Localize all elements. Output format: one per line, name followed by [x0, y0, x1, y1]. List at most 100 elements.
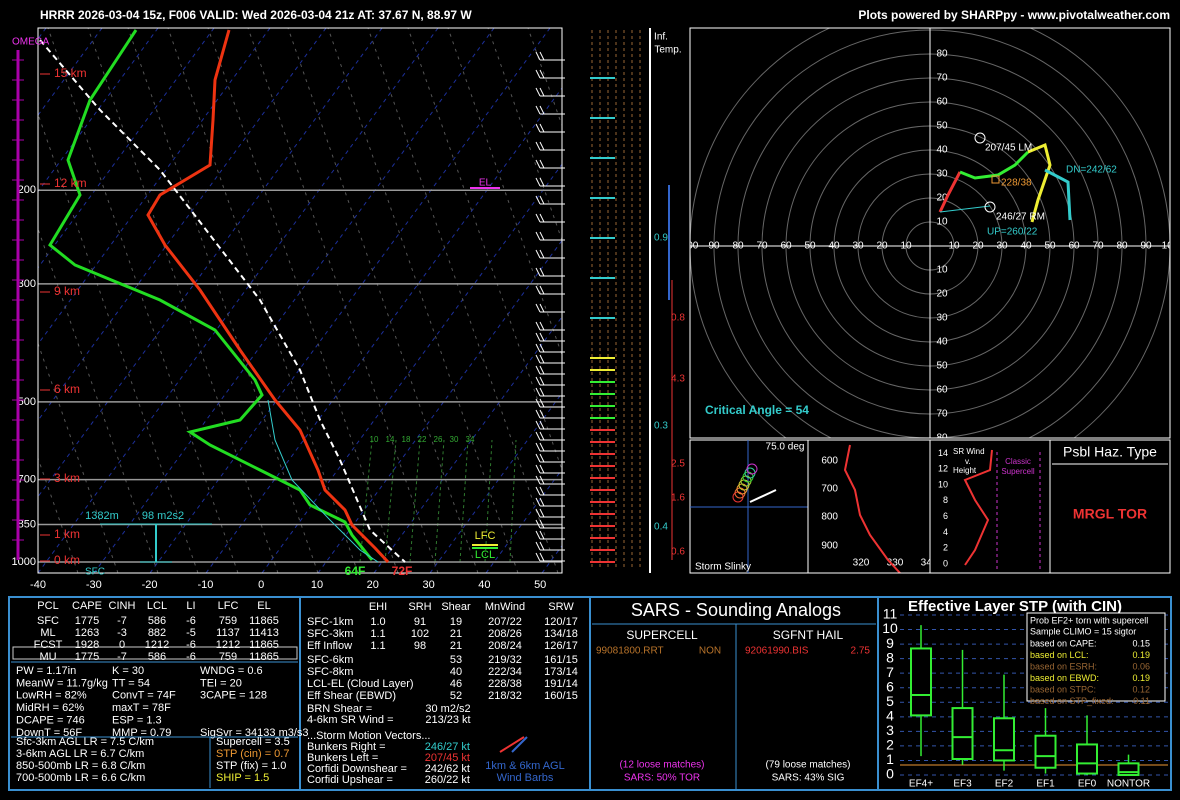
- dewpoint-trace: [48, 29, 374, 561]
- wind-barb-flag: [539, 354, 545, 364]
- wetbulb-trace: [267, 399, 379, 563]
- dry-adiabat: [367, 28, 559, 573]
- mixing-line: [434, 439, 445, 563]
- hodo-tick: 50: [1044, 241, 1056, 252]
- wind-barb-flag: [539, 159, 545, 169]
- wind-barb-flag: [539, 285, 545, 295]
- pressure-label: 850: [18, 518, 36, 530]
- wind-barb-flag: [535, 431, 541, 441]
- parcel-cell: MU: [39, 651, 56, 663]
- sars-result: NON: [699, 646, 721, 657]
- wind-barb-flag: [535, 159, 541, 169]
- temperature-trace: [146, 29, 390, 564]
- srwind-title: Height: [953, 466, 977, 475]
- temp-label: -30: [86, 579, 102, 591]
- wind-barb-flag: [535, 464, 541, 474]
- hodo-tick: 20: [972, 241, 984, 252]
- kinematic-cell: SFC-1km: [307, 616, 353, 628]
- height-label: 12 km: [54, 176, 87, 190]
- stp-category: EF4+: [909, 779, 933, 790]
- wind-barb-flag: [539, 376, 545, 386]
- wind-barb-flag: [535, 213, 541, 223]
- theta-pressure: 600: [821, 456, 838, 467]
- dry-adiabat: [527, 28, 562, 128]
- hodo-trace: [1044, 168, 1072, 221]
- parcel-cell: 11413: [249, 627, 279, 639]
- hodo-label: DN=242/62: [1066, 165, 1117, 176]
- kinematic-cell: 91: [414, 616, 426, 628]
- kinematic-label: 4-6km SR Wind =: [307, 714, 394, 726]
- hodo-label: UP=260/22: [987, 227, 1038, 238]
- wind-barb-flag: [539, 195, 545, 205]
- parcel-cell: 586: [148, 615, 166, 627]
- box: [1117, 762, 1140, 777]
- stp-tick: 5: [886, 693, 894, 709]
- motion-value: 207/45 kt: [425, 752, 470, 764]
- composite-index: STP (cin) = 0.7: [216, 748, 289, 760]
- wind-barb-flag: [539, 87, 545, 97]
- parcel-cell: -6: [186, 639, 196, 651]
- mixing-label: 30: [450, 435, 459, 444]
- wind-barb-flag: [535, 497, 541, 507]
- stp-tick: 0: [886, 766, 894, 782]
- hodo-label: 246/27 RM: [996, 212, 1045, 223]
- kinematic-cell: 102: [411, 628, 429, 640]
- temp-label: -10: [197, 579, 213, 591]
- sars-title: SARS - Sounding Analogs: [631, 600, 841, 620]
- mixing-line: [484, 439, 493, 563]
- kinematic-cell: 21: [450, 640, 462, 652]
- sfc-temperature: 72F: [392, 564, 413, 578]
- motion-value: 246/27 kt: [425, 741, 470, 753]
- dry-adiabat: [407, 28, 562, 472]
- wind-barb-flag: [535, 141, 541, 151]
- mu-highlight: [12, 646, 298, 660]
- hodo-tick: 70: [936, 73, 948, 84]
- lcl-label: LCL: [475, 549, 495, 561]
- wind-barb-flag: [539, 431, 545, 441]
- kinematic-label: BRN Shear =: [307, 703, 372, 715]
- parcel-header: CINH: [109, 600, 136, 612]
- parcel-cell: ML: [40, 627, 55, 639]
- srwind-note: Supercell: [1001, 467, 1035, 476]
- box: [951, 707, 974, 760]
- dry-adiabat: [38, 456, 79, 573]
- stp-prob-label: based on STPC:: [1030, 684, 1096, 694]
- motion-label: Corfidi Upshear =: [307, 774, 393, 786]
- parcel-cell: -6: [186, 615, 196, 627]
- hazard-type: MRGL TOR: [1073, 506, 1147, 522]
- sfc-dewpoint: 64F: [345, 564, 366, 578]
- inferred-value: 4.3: [671, 374, 685, 385]
- kinematic-cell: 134/18: [544, 628, 578, 640]
- kinematic-cell: 19: [450, 616, 462, 628]
- height-label: 6 km: [54, 382, 80, 396]
- inferred-value: 2.5: [671, 459, 685, 470]
- parcel-cell: 1137: [216, 627, 240, 639]
- composite-index: Supercell = 3.5: [216, 736, 290, 748]
- skewt-frame: [37, 27, 563, 574]
- hodo-tick: 70: [1092, 241, 1104, 252]
- parcel-header: EL: [257, 600, 270, 612]
- inferred-value: 0.4: [654, 522, 668, 533]
- index: ESP = 1.3: [112, 715, 162, 727]
- wind-barb-flag: [539, 177, 545, 187]
- wind-barb-flag: [539, 486, 545, 496]
- stp-category: EF2: [995, 779, 1014, 790]
- dry-adiabat: [38, 342, 119, 573]
- srwind-note: Classic: [1005, 457, 1031, 466]
- dry-adiabat: [38, 112, 199, 573]
- stp-tick: 3: [886, 722, 894, 738]
- hodo-tick: 70: [936, 409, 948, 420]
- lapse-rate: Sfc-3km AGL LR = 7.5 C/km: [16, 736, 154, 748]
- pressure-label: 200: [18, 184, 36, 196]
- isotherm: [205, 87, 562, 573]
- stp-tick: 2: [886, 737, 894, 753]
- hodo-tick: 80: [936, 49, 948, 60]
- hodo-trace: [959, 150, 1030, 180]
- stp-prob-value: 0.12: [1132, 684, 1150, 694]
- wind-barb-flag: [539, 141, 545, 151]
- isotherm: [485, 468, 562, 573]
- kinematic-cell: 191/14: [544, 678, 578, 690]
- hazard-frame: [1049, 439, 1171, 574]
- parcel-cell: -3: [117, 627, 127, 639]
